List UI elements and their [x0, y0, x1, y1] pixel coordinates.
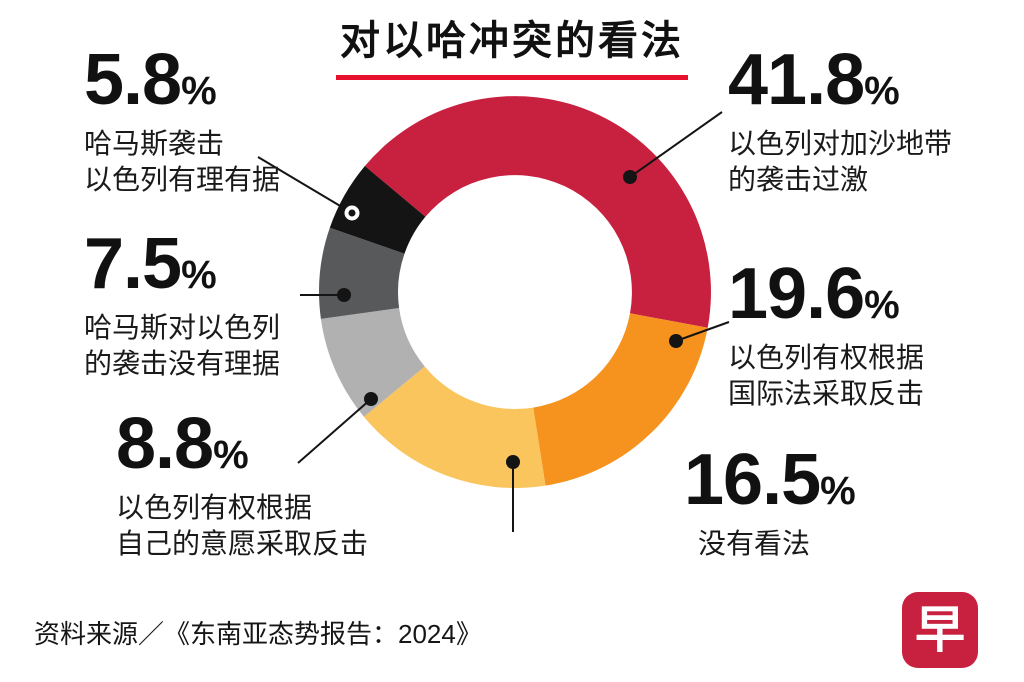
desc-line: 哈马斯袭击	[84, 128, 225, 159]
leader-line-41.8	[629, 111, 723, 178]
leader-dot-19.6	[669, 334, 683, 348]
leader-line-19.6	[675, 321, 730, 342]
leader-dot-5.8	[344, 205, 360, 221]
value-text: 19.6	[728, 254, 865, 334]
callout-8.8: 8.8% 以色列有权根据 自己的意愿采取反击	[116, 408, 368, 562]
donut-slice-6	[329, 166, 426, 254]
title-area: 对以哈冲突的看法	[0, 8, 1024, 80]
value-text: 7.5	[84, 224, 182, 304]
donut-slice-3	[363, 366, 546, 488]
callout-19.6: 19.6% 以色列有权根据 国际法采取反击	[728, 258, 924, 412]
leader-dot-8.8	[364, 392, 378, 406]
desc-line: 哈马斯对以色列	[84, 312, 281, 343]
value-text: 8.8	[116, 404, 214, 484]
callout-5.8: 5.8% 哈马斯袭击 以色列有理有据	[84, 44, 280, 198]
desc-line: 自己的意愿采取反击	[116, 527, 369, 559]
page-title: 对以哈冲突的看法	[336, 8, 688, 80]
source-note: 资料来源／《东南亚态势报告：2024》	[34, 619, 482, 649]
leader-line-8.8	[297, 398, 372, 464]
callout-value: 8.8%	[116, 408, 368, 480]
percent-sign: %	[181, 253, 217, 297]
callout-value: 16.5%	[684, 444, 856, 516]
value-text: 16.5	[684, 440, 821, 520]
logo-character: 早	[915, 602, 965, 658]
callout-label: 以色列对加沙地带 的袭击过激	[728, 126, 952, 198]
desc-line: 没有看法	[698, 528, 811, 559]
leader-dot-7.5	[337, 288, 351, 302]
callout-label: 没有看法	[684, 526, 856, 562]
callout-value: 7.5%	[84, 228, 280, 300]
desc-line: 以色列有理有据	[84, 163, 281, 195]
desc-line: 国际法采取反击	[728, 377, 925, 409]
zaobao-logo: 早	[902, 592, 978, 668]
desc-line: 以色列有权根据	[728, 342, 925, 373]
desc-line: 的袭击没有理据	[84, 347, 281, 379]
value-text: 5.8	[84, 40, 182, 120]
callout-7.5: 7.5% 哈马斯对以色列 的袭击没有理据	[84, 228, 280, 382]
callout-label: 哈马斯对以色列 的袭击没有理据	[84, 310, 280, 382]
callout-41.8: 41.8% 以色列对加沙地带 的袭击过激	[728, 44, 952, 198]
donut-slice-1	[364, 96, 711, 328]
percent-sign: %	[213, 433, 249, 477]
callout-label: 以色列有权根据 自己的意愿采取反击	[116, 490, 368, 562]
leader-dot-16.5	[506, 455, 520, 469]
leader-line-5.8	[257, 156, 353, 214]
donut-slices	[319, 96, 711, 488]
leader-lines	[257, 111, 730, 532]
percent-sign: %	[820, 469, 856, 513]
callout-label: 以色列有权根据 国际法采取反击	[728, 340, 924, 412]
desc-line: 的袭击过激	[728, 163, 869, 195]
desc-line: 以色列有权根据	[116, 492, 313, 523]
desc-line: 以色列对加沙地带	[728, 128, 953, 159]
callout-label: 哈马斯袭击 以色列有理有据	[84, 126, 280, 198]
leader-dot-41.8	[623, 170, 637, 184]
leader-dots	[337, 170, 683, 469]
callout-value: 41.8%	[728, 44, 952, 116]
donut-slice-4	[320, 308, 425, 417]
percent-sign: %	[864, 69, 900, 113]
callout-value: 5.8%	[84, 44, 280, 116]
value-text: 41.8	[728, 40, 865, 120]
callout-value: 19.6%	[728, 258, 924, 330]
percent-sign: %	[181, 69, 217, 113]
percent-sign: %	[864, 283, 900, 327]
donut-slice-2	[533, 313, 708, 486]
callout-16.5: 16.5% 没有看法	[684, 444, 856, 562]
